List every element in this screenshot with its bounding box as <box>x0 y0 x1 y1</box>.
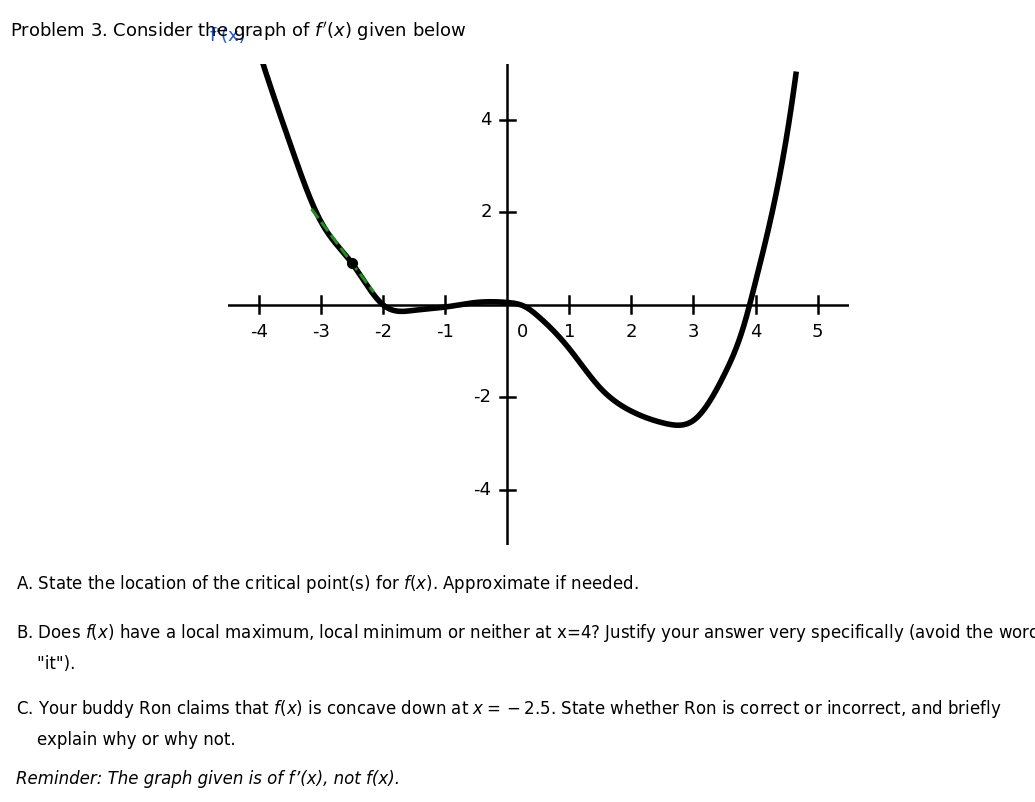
Text: 4: 4 <box>749 323 762 342</box>
Text: explain why or why not.: explain why or why not. <box>16 731 235 749</box>
Text: -4: -4 <box>249 323 268 342</box>
Text: -2: -2 <box>374 323 392 342</box>
Text: Problem 3. Consider the graph of $f'(x)$ given below: Problem 3. Consider the graph of $f'(x)$… <box>10 20 467 43</box>
Text: 0: 0 <box>516 323 528 342</box>
Text: 2: 2 <box>625 323 638 342</box>
Text: -2: -2 <box>474 388 492 407</box>
Text: 2: 2 <box>480 203 492 221</box>
Text: 5: 5 <box>811 323 824 342</box>
Text: A. State the location of the critical point(s) for $f(x)$. Approximate if needed: A. State the location of the critical po… <box>16 573 638 595</box>
Text: 1: 1 <box>564 323 574 342</box>
Text: B. Does $f(x)$ have a local maximum, local minimum or neither at x=4? Justify yo: B. Does $f(x)$ have a local maximum, loc… <box>16 622 1035 643</box>
Text: "it").: "it"). <box>16 655 75 673</box>
Text: -1: -1 <box>436 323 454 342</box>
Text: C. Your buddy Ron claims that $f(x)$ is concave down at $x = -2.5$. State whethe: C. Your buddy Ron claims that $f(x)$ is … <box>16 698 1001 719</box>
Text: 4: 4 <box>480 111 492 128</box>
Text: -3: -3 <box>312 323 330 342</box>
Text: -4: -4 <box>474 481 492 499</box>
Text: Reminder: The graph given is of f’(x), not f(x).: Reminder: The graph given is of f’(x), n… <box>16 770 400 788</box>
Text: 3: 3 <box>687 323 700 342</box>
Text: f’(x): f’(x) <box>209 27 246 45</box>
